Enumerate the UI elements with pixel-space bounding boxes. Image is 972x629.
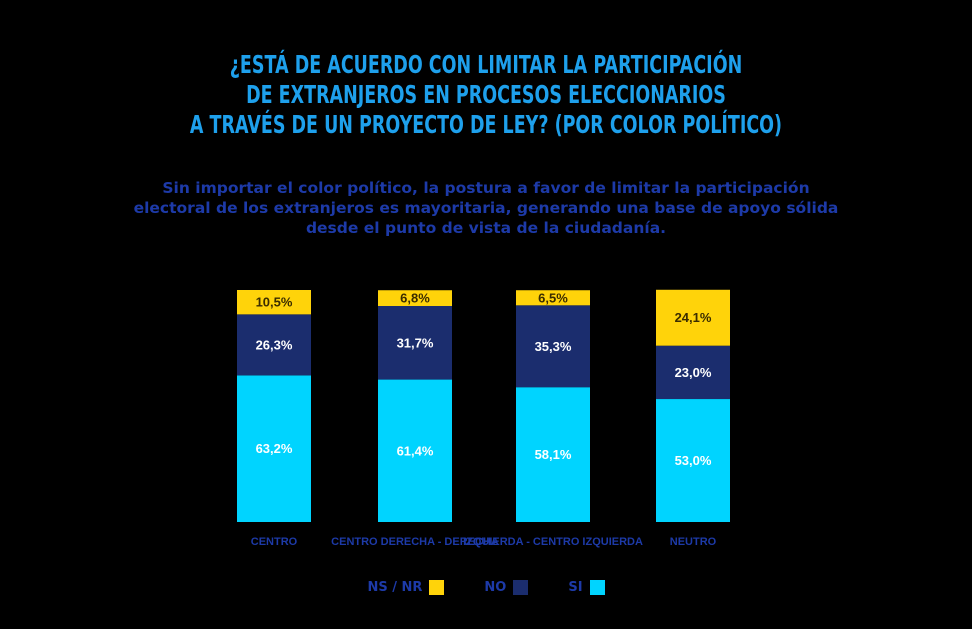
data-label-si-centro-derecha-derecha: 61,4% <box>397 443 434 458</box>
bar-nsnr-izquierda-centro-izquierda <box>516 290 590 306</box>
chart-legend: NS / NR NO SI <box>0 580 972 595</box>
category-label-neutro: NEUTRO <box>670 536 717 548</box>
bar-no-neutro <box>656 345 730 400</box>
legend-label-nsnr: NS / NR <box>367 580 423 595</box>
bar-nsnr-neutro <box>656 289 730 346</box>
bar-si-centro <box>237 375 311 522</box>
chart-subtitle-line-1: Sin importar el color político, la postu… <box>162 179 810 197</box>
chart-title: ¿ESTÁ DE ACUERDO CON LIMITAR LA PARTICIP… <box>146 50 826 140</box>
data-label-nsnr-centro-derecha-derecha: 6,8% <box>400 291 430 306</box>
category-label-centro-derecha-derecha: CENTRO DERECHA - DERECHA <box>331 536 499 548</box>
bar-si-centro-derecha-derecha <box>378 379 452 522</box>
bar-nsnr-centro-derecha-derecha <box>378 290 452 307</box>
data-label-no-neutro: 23,0% <box>675 365 712 380</box>
chart-subtitle-line-2: electoral de los extranjeros es mayorita… <box>133 199 839 217</box>
bar-nsnr-centro <box>237 290 311 315</box>
data-label-nsnr-neutro: 24,1% <box>675 310 712 325</box>
bar-si-izquierda-centro-izquierda <box>516 387 590 522</box>
bar-no-centro-derecha-derecha <box>378 306 452 380</box>
bar-no-centro <box>237 314 311 376</box>
data-label-si-neutro: 53,0% <box>675 453 712 468</box>
chart-subtitle-line-3: desde el punto de vista de la ciudadanía… <box>305 219 667 237</box>
data-label-no-centro-derecha-derecha: 31,7% <box>397 335 434 350</box>
chart-title-line-1: ¿ESTÁ DE ACUERDO CON LIMITAR LA PARTICIP… <box>229 50 743 79</box>
data-label-si-centro: 63,2% <box>256 441 293 456</box>
legend-swatch-nsnr <box>429 580 445 595</box>
legend-item-no: NO <box>484 580 529 595</box>
legend-item-si: SI <box>568 580 605 595</box>
legend-item-nsnr: NS / NR <box>367 580 445 595</box>
legend-label-no: NO <box>484 580 507 595</box>
category-label-centro: CENTRO <box>251 536 298 548</box>
bar-no-izquierda-centro-izquierda <box>516 305 590 388</box>
data-label-no-izquierda-centro-izquierda: 35,3% <box>535 339 572 354</box>
legend-swatch-no <box>513 580 529 595</box>
data-label-no-centro: 26,3% <box>256 337 293 352</box>
chart-title-line-3: A TRAVÉS DE UN PROYECTO DE LEY? (POR COL… <box>189 110 783 139</box>
legend-label-si: SI <box>568 580 583 595</box>
data-label-nsnr-centro: 10,5% <box>256 295 293 310</box>
legend-swatch-si <box>589 580 605 595</box>
data-label-si-izquierda-centro-izquierda: 58,1% <box>535 447 572 462</box>
chart-subtitle: Sin importar el color político, la postu… <box>0 178 972 238</box>
data-label-nsnr-izquierda-centro-izquierda: 6,5% <box>538 290 568 305</box>
bar-si-neutro <box>656 399 730 522</box>
chart-title-line-2: DE EXTRANJEROS EN PROCESOS ELECCIONARIOS <box>246 80 726 109</box>
category-label-izquierda-centro-izquierda: IZQUIERDA - CENTRO IZQUIERDA <box>463 536 643 548</box>
